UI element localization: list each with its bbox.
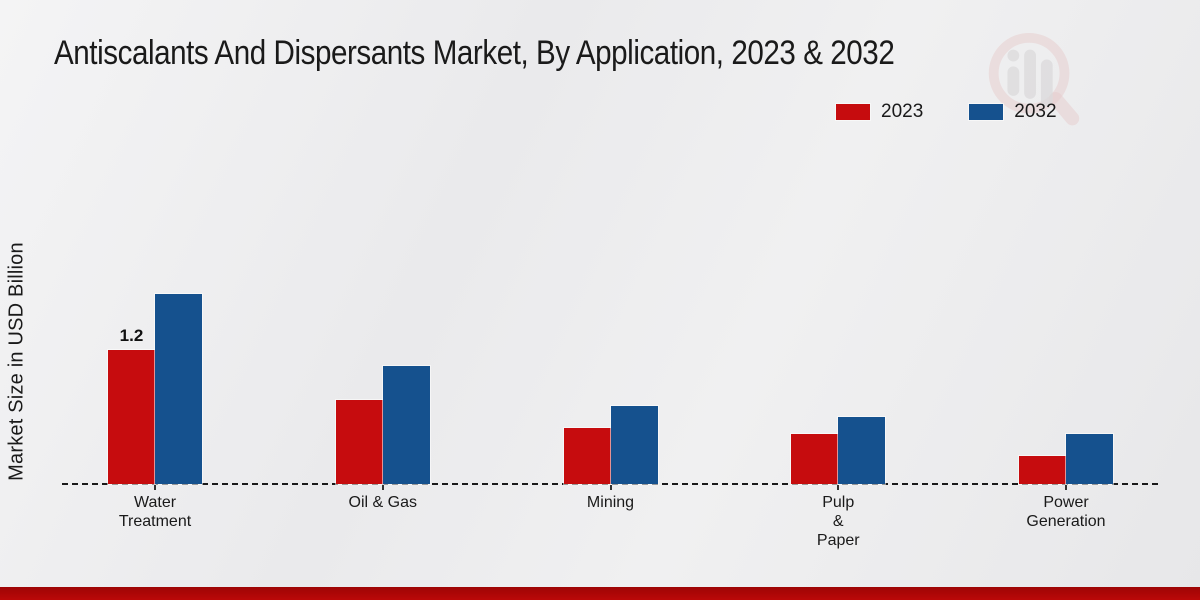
bar-2023-mining [563,428,611,484]
footer-accent-bar [0,587,1200,600]
x-axis-tick [1065,485,1067,490]
x-axis-category-label: Water Treatment [118,494,192,531]
legend: 2023 2032 [836,101,1057,123]
x-axis-tick [837,485,840,490]
bar-2032-pulp-paper [838,417,886,484]
bar-2032-mining [610,406,658,484]
legend-item-2023: 2023 [836,101,923,123]
bar-2032-water-treatment [155,294,202,484]
bar-2023-water-treatment [108,350,155,484]
legend-label: 2023 [881,101,924,122]
legend-swatch-2023 [836,104,870,120]
x-axis-category-label: Oil & Gas [348,494,417,511]
bar-2032-oil-gas [382,366,430,484]
bar-2023-power-generation [1019,456,1066,484]
x-axis-category-label: Pulp & Paper [816,494,860,550]
chart-title: Antiscalants And Dispersants Market, By … [54,34,895,72]
x-axis-line [62,483,1158,485]
x-axis-tick [154,485,156,490]
x-axis-category-label: Mining [586,494,635,511]
bar-value-label: 1.2 [119,326,144,345]
legend-swatch-2032 [969,104,1004,120]
bar-2023-oil-gas [335,400,383,484]
x-axis-category-label: Power Generation [1026,494,1106,531]
bar-2032-power-generation [1066,434,1113,484]
legend-label: 2032 [1014,101,1057,122]
x-axis-tick [381,485,384,490]
legend-item-2032: 2032 [969,101,1057,123]
bar-2023-pulp-paper [791,434,839,484]
x-axis-tick [609,485,612,490]
magnifier-bar-chart-logo-icon [988,32,1080,126]
